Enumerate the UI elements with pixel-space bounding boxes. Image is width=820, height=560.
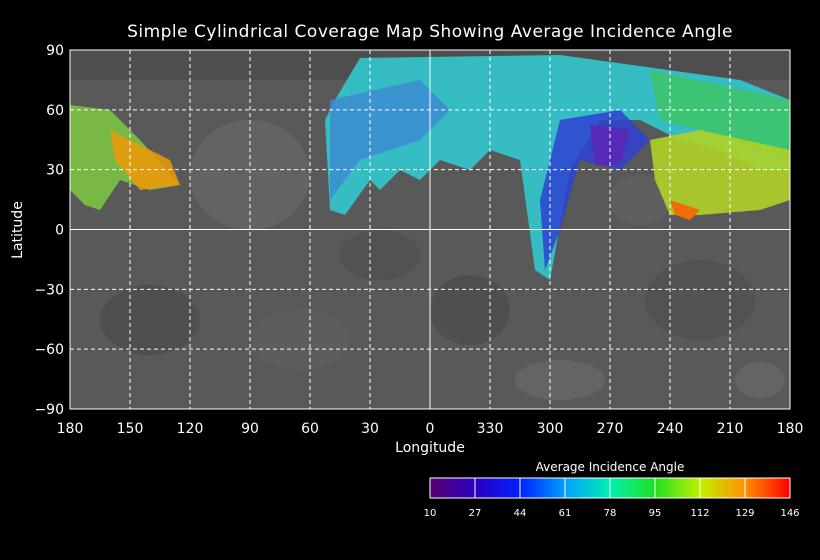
colorbar-tick-label: 95	[649, 508, 662, 519]
colorbar-dividers	[474, 478, 746, 498]
colorbar-tick-label: 112	[690, 508, 709, 519]
gridlines	[70, 50, 790, 409]
x-tick-label: 180	[57, 421, 84, 437]
x-tick-labels: 180 150 120 90 60 30 0 330 300 270 240 210 180	[57, 421, 804, 437]
x-tick-label: 270	[597, 421, 624, 437]
x-tick-label: 120	[177, 421, 204, 437]
colorbar-tick-label: 78	[604, 508, 617, 519]
y-tick-label: −90	[34, 402, 64, 418]
x-tick-label: 300	[537, 421, 564, 437]
y-tick-label: 30	[46, 163, 64, 179]
x-tick-label: 0	[426, 421, 435, 437]
colorbar-tick-label: 61	[559, 508, 572, 519]
y-tick-label: −60	[34, 342, 64, 358]
y-tick-label: 0	[55, 223, 64, 239]
x-tick-label: 180	[777, 421, 804, 437]
x-axis-label: Longitude	[395, 440, 465, 456]
colorbar-tick-label: 129	[735, 508, 754, 519]
colorbar: 10 27 44 61 78 95 112 129 146	[424, 477, 800, 519]
y-tick-label: −30	[34, 282, 64, 298]
y-tick-label: 90	[46, 43, 64, 59]
y-tick-label: 60	[46, 103, 64, 119]
colorbar-tick-labels: 10 27 44 61 78 95 112 129 146	[424, 508, 800, 519]
y-tick-labels: 90 60 30 0 −30 −60 −90	[34, 43, 64, 418]
x-tick-label: 210	[717, 421, 744, 437]
x-tick-label: 330	[477, 421, 504, 437]
y-axis-label: Latitude	[10, 201, 26, 259]
colorbar-tick-label: 10	[424, 508, 437, 519]
colorbar-tick-label: 146	[780, 508, 799, 519]
x-tick-label: 30	[361, 421, 379, 437]
x-tick-label: 150	[117, 421, 144, 437]
colorbar-title: Average Incidence Angle	[535, 460, 685, 474]
map-title: Simple Cylindrical Coverage Map Showing …	[127, 22, 733, 42]
x-tick-label: 240	[657, 421, 684, 437]
x-tick-label: 60	[301, 421, 319, 437]
colorbar-tick-label: 27	[469, 508, 482, 519]
x-tick-label: 90	[241, 421, 259, 437]
colorbar-tick-label: 44	[514, 508, 527, 519]
